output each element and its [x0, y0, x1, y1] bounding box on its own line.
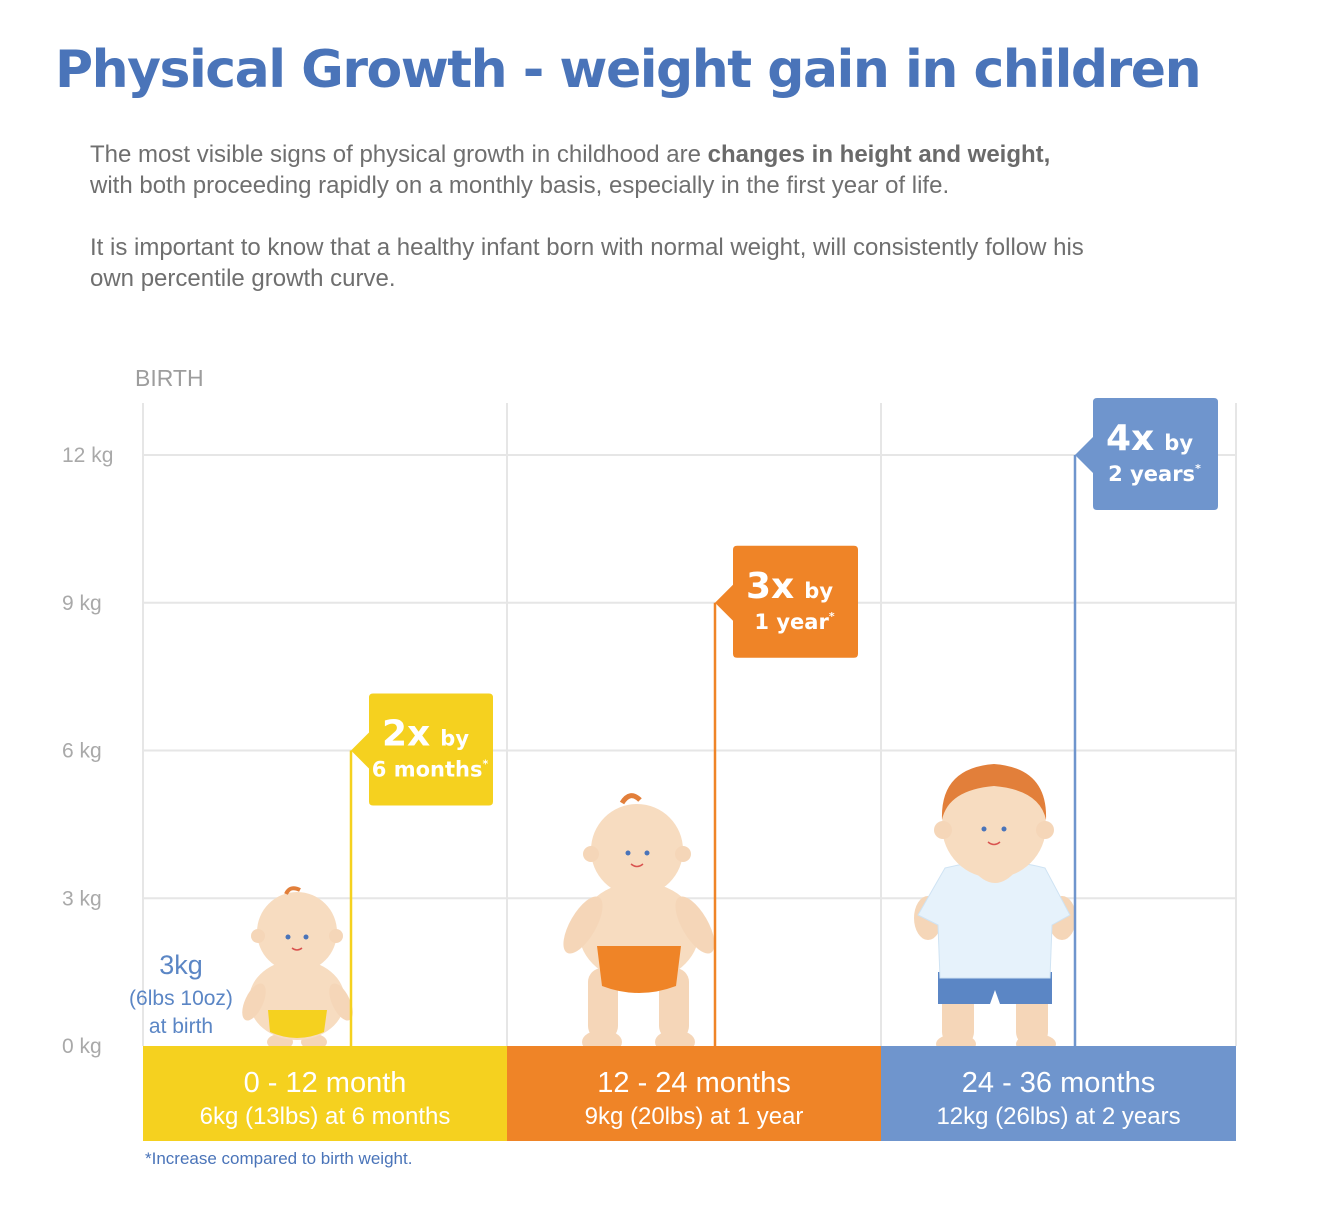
callout-asterisk: * [1195, 462, 1201, 475]
page-title: Physical Growth - weight gain in childre… [55, 40, 1202, 100]
intro-paragraph-2: It is important to know that a healthy i… [90, 234, 1084, 292]
callout-period: 1 year* [754, 610, 834, 634]
callout-by: by [804, 579, 833, 603]
y-tick-label: 3 kg [62, 887, 102, 910]
age-band-label: 12 - 24 months [597, 1067, 790, 1099]
callout-multiplier-value: 4x [1106, 418, 1154, 459]
birth-weight-value: 3kg [159, 950, 203, 980]
y-tick-label: 6 kg [62, 740, 102, 763]
callouts: 2x by6 months*3x by1 year*4x by2 years* [349, 398, 1218, 1046]
callout-multiplier-value: 3x [746, 566, 794, 607]
age-band-sub-label: 9kg (20lbs) at 1 year [585, 1103, 804, 1130]
baby-small-illustration [242, 886, 353, 1050]
intro-p1-post: with both proceeding rapidly on a monthl… [90, 172, 950, 199]
intro-paragraph-1: The most visible signs of physical growt… [90, 139, 1090, 201]
callout-box [715, 545, 858, 658]
callout-period: 6 months* [372, 758, 489, 782]
callout-by: by [440, 727, 469, 751]
toddler-illustration [563, 793, 715, 1054]
children-illustrations [242, 764, 1076, 1054]
age-band-sub-label: 6kg (13lbs) at 6 months [200, 1103, 451, 1130]
age-band-bar [143, 1046, 507, 1141]
y-tick-label: 0 kg [62, 1035, 102, 1058]
callout-period: 2 years* [1108, 462, 1201, 486]
callout-period-text: 2 years [1108, 462, 1195, 486]
birth-weight-label: 3kg (6lbs 10oz) at birth [129, 950, 233, 1038]
birth-axis-label: BIRTH [135, 365, 204, 391]
callout-asterisk: * [829, 610, 835, 623]
age-band-label: 0 - 12 month [244, 1067, 407, 1099]
birth-weight-lbs: (6lbs 10oz) [129, 987, 233, 1010]
y-tick-label: 12 kg [62, 444, 113, 467]
callout-period-text: 6 months [372, 758, 483, 782]
callout-box [351, 693, 493, 806]
callout-box [1075, 398, 1218, 510]
birth-weight-caption: at birth [149, 1015, 213, 1038]
callout-multiplier: 4x by [1106, 418, 1193, 459]
callout-multiplier: 3x by [746, 566, 833, 607]
child-illustration [914, 764, 1076, 1054]
age-band-label: 24 - 36 months [962, 1067, 1155, 1099]
intro-text: The most visible signs of physical growt… [90, 139, 1090, 325]
callout-multiplier: 2x by [382, 714, 469, 755]
age-band-bar [881, 1046, 1236, 1141]
age-band-sub-label: 12kg (26lbs) at 2 years [936, 1103, 1180, 1130]
callout-multiplier-value: 2x [382, 714, 430, 755]
age-band-bar [507, 1046, 881, 1141]
age-bands: 0 - 12 month 6kg (13lbs) at 6 months 12 - … [143, 1046, 1236, 1141]
intro-p1-bold: changes in height and weight, [707, 141, 1051, 168]
y-tick-label: 9 kg [62, 592, 102, 615]
y-axis: 0 kg 3 kg 6 kg 9 kg 12 kg BIRTH [62, 365, 204, 1058]
footnote: *Increase compared to birth weight. [145, 1149, 413, 1168]
callout-period-text: 1 year [754, 610, 829, 634]
callout-by: by [1164, 431, 1193, 455]
intro-p1-pre: The most visible signs of physical growt… [90, 141, 708, 168]
callout-asterisk: * [482, 758, 488, 771]
